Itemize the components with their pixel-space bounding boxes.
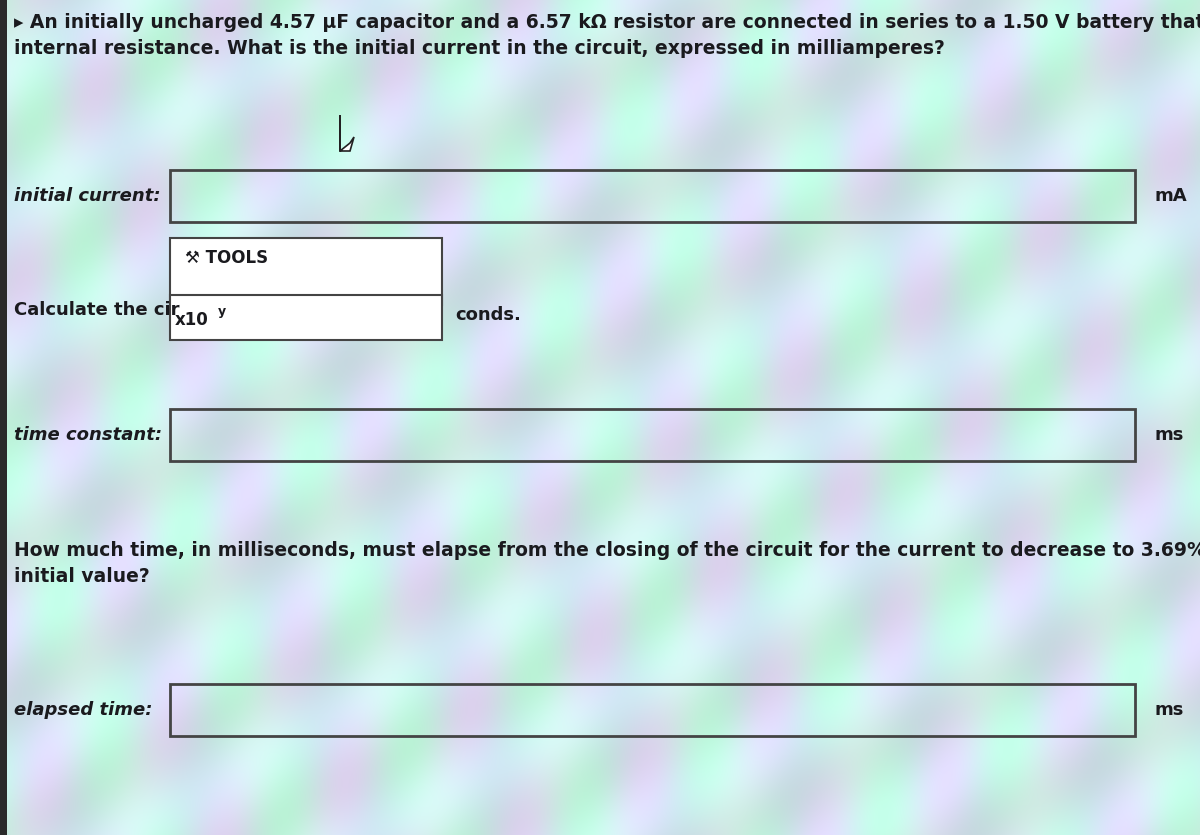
- Text: initial current:: initial current:: [14, 187, 161, 205]
- Text: ms: ms: [1154, 701, 1184, 719]
- Text: y: y: [218, 306, 226, 318]
- Bar: [170, 238, 442, 305]
- Bar: [170, 295, 442, 340]
- Bar: [170, 684, 1135, 736]
- Text: internal resistance. What is the initial current in the circuit, expressed in mi: internal resistance. What is the initial…: [14, 38, 944, 58]
- Bar: [0, 0, 7, 835]
- Text: How much time, in milliseconds, must elapse from the closing of the circuit for : How much time, in milliseconds, must ela…: [14, 540, 1200, 559]
- Bar: [170, 170, 1135, 222]
- Text: time constant:: time constant:: [14, 426, 162, 444]
- Text: ⚒ TOOLS: ⚒ TOOLS: [185, 249, 268, 267]
- Text: elapsed time:: elapsed time:: [14, 701, 152, 719]
- Text: mA: mA: [1154, 187, 1188, 205]
- Text: ms: ms: [1154, 426, 1184, 444]
- Text: ▸ An initially uncharged 4.57 μF capacitor and a 6.57 kΩ resistor are connected : ▸ An initially uncharged 4.57 μF capacit…: [14, 13, 1200, 32]
- Bar: [170, 409, 1135, 461]
- Text: conds.: conds.: [455, 306, 521, 324]
- Polygon shape: [340, 115, 354, 151]
- Text: Calculate the cir: Calculate the cir: [14, 301, 180, 319]
- Text: initial value?: initial value?: [14, 566, 150, 585]
- Text: x10: x10: [175, 311, 209, 329]
